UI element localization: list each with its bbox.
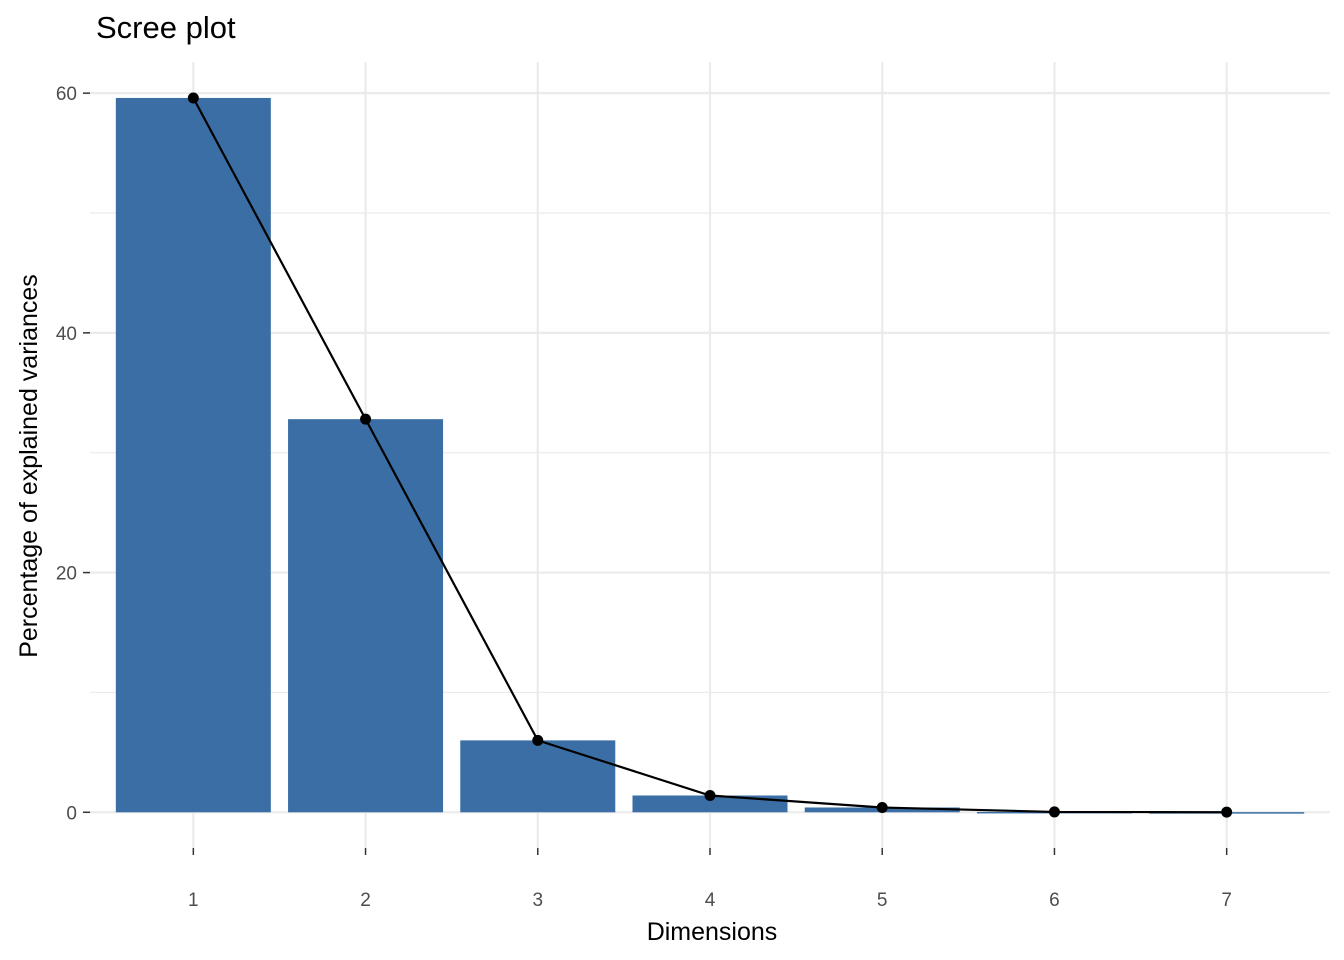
x-axis-ticks: 1 2 3 4 5 6 7 <box>188 848 1232 911</box>
data-point <box>1221 806 1233 818</box>
x-tick-label: 6 <box>1049 890 1060 911</box>
y-tick-label: 40 <box>56 324 77 345</box>
data-point <box>876 801 888 813</box>
y-axis-title: Percentage of explained variances <box>15 274 43 658</box>
variance-points <box>187 92 1233 818</box>
x-tick-label: 3 <box>532 890 543 911</box>
data-point <box>360 413 372 425</box>
x-tick-label: 4 <box>705 890 716 911</box>
chart-title: Scree plot <box>96 10 236 45</box>
bars <box>115 97 1305 814</box>
x-tick-label: 7 <box>1221 890 1232 911</box>
y-axis-ticks: 0 20 40 60 <box>56 84 90 824</box>
y-tick-label: 20 <box>56 564 77 585</box>
data-point <box>1048 806 1060 818</box>
bar <box>115 97 271 813</box>
data-point <box>532 734 544 746</box>
y-tick-label: 0 <box>66 803 77 824</box>
bar <box>288 419 444 813</box>
x-tick-label: 1 <box>188 890 199 911</box>
x-axis-title: Dimensions <box>647 918 778 946</box>
x-tick-label: 5 <box>877 890 888 911</box>
bar <box>460 740 616 813</box>
x-tick-label: 2 <box>360 890 371 911</box>
bar <box>632 795 788 813</box>
data-point <box>704 790 716 802</box>
major-gridlines <box>90 62 1330 848</box>
data-point <box>187 92 199 104</box>
y-tick-label: 60 <box>56 84 77 105</box>
